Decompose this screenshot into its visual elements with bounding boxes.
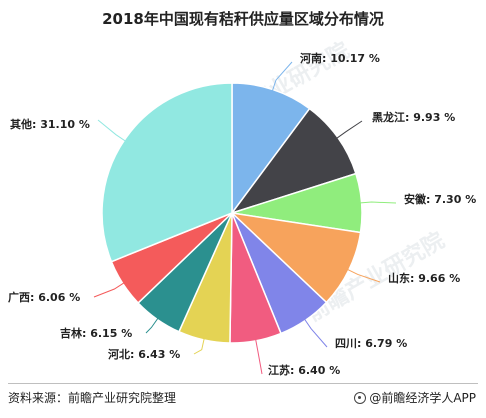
- chart-title: 2018年中国现有秸秆供应量区域分布情况: [102, 10, 384, 28]
- data-label-3: 安徽: 7.30 %: [404, 192, 476, 206]
- data-label-9: 广西: 6.06 %: [8, 290, 80, 304]
- leader-line-8: [145, 315, 160, 334]
- data-label-4: 山东: 9.66 %: [388, 271, 460, 285]
- brand-credit: @前瞻经济学人APP: [354, 389, 476, 406]
- data-label-5: 四川: 6.79 %: [335, 337, 407, 350]
- leader-line-5: [302, 316, 328, 348]
- source-note: 资料来源：前瞻产业研究院整理: [8, 391, 177, 405]
- leader-line-4: [344, 267, 381, 283]
- data-label-7: 河北: 6.43 %: [108, 347, 180, 361]
- brand-logo-icon: [354, 391, 367, 404]
- footer-divider: [8, 383, 478, 384]
- leader-line-7: [193, 335, 206, 355]
- leader-line-2: [334, 120, 363, 141]
- leader-line-3: [357, 201, 397, 204]
- data-label-2: 黑龙江: 9.93 %: [372, 110, 455, 124]
- data-label-1: 河南: 10.17 %: [300, 51, 380, 65]
- leader-line-1: [271, 61, 293, 94]
- leader-line-9: [93, 280, 127, 298]
- leader-line-10: [97, 119, 128, 143]
- data-label-8: 吉林: 6.15 %: [60, 326, 132, 340]
- leader-line-6: [254, 336, 263, 375]
- brand-text: @前瞻经济学人APP: [369, 391, 476, 405]
- data-label-10: 其他: 31.10 %: [10, 117, 90, 131]
- data-label-6: 江苏: 6.40 %: [268, 363, 340, 377]
